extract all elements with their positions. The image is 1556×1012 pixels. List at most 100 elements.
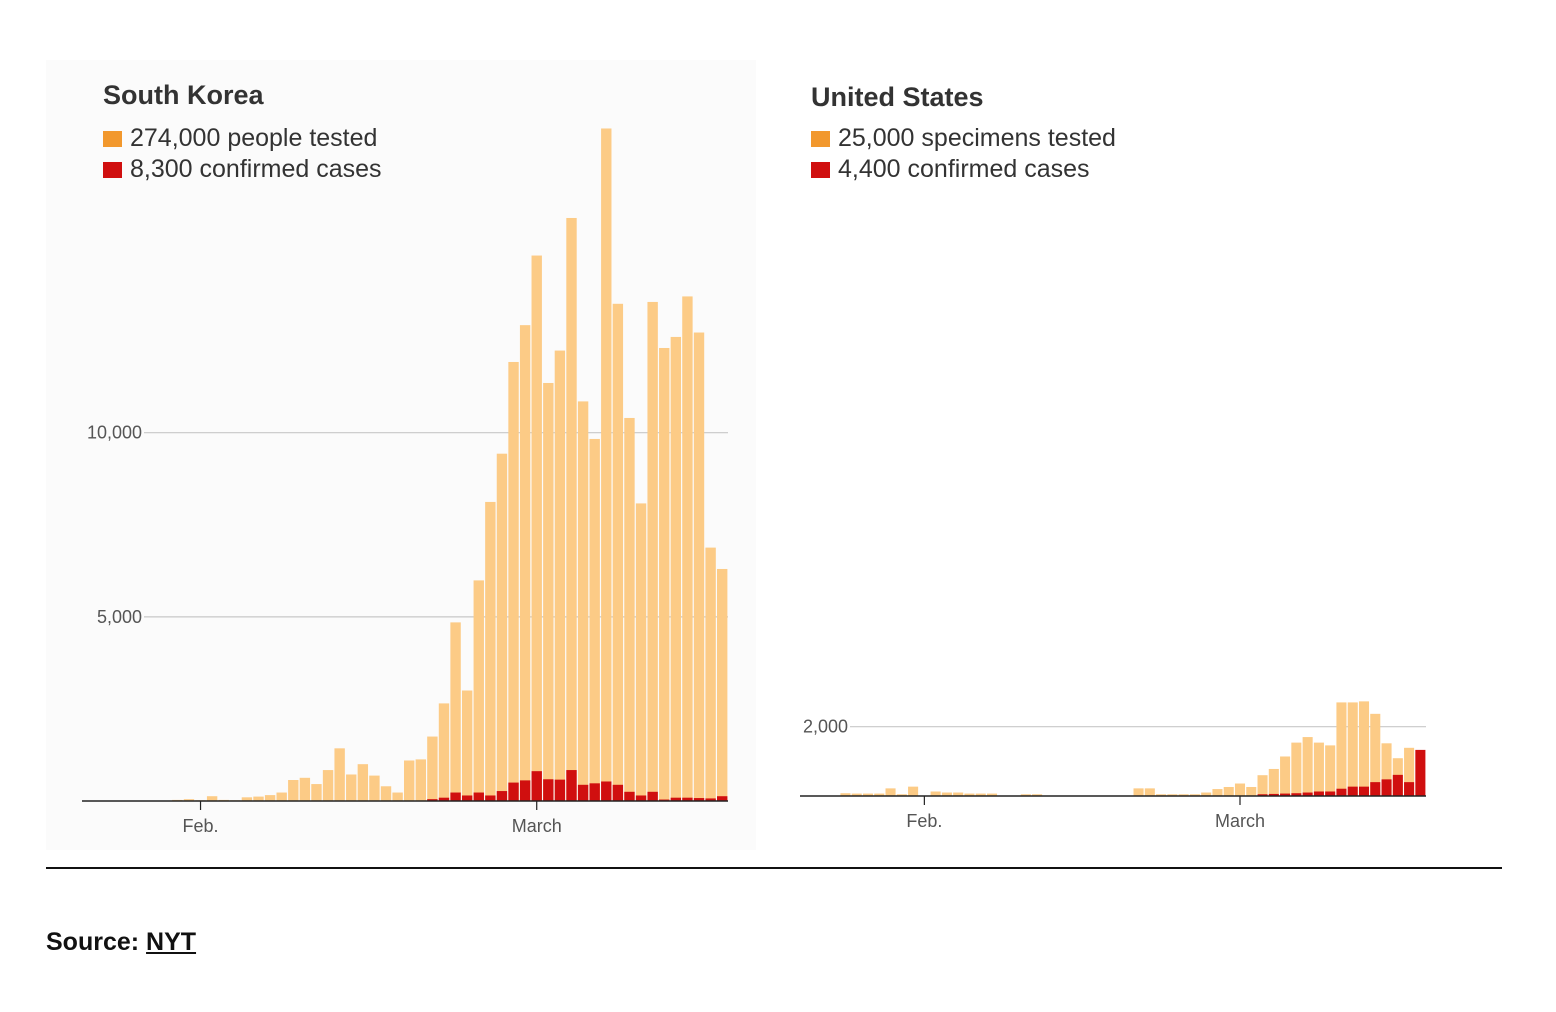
bar-tested [717, 568, 728, 801]
bar-tested [1133, 788, 1144, 796]
bar-confirmed [450, 792, 461, 801]
bar-confirmed [1325, 791, 1336, 796]
bar-confirmed [589, 783, 600, 801]
bar-tested [601, 128, 612, 802]
bar-confirmed [519, 780, 531, 801]
bar-confirmed [473, 792, 484, 801]
legend-item-tested: 274,000 people tested [103, 124, 377, 153]
bar-confirmed [531, 771, 542, 801]
bar-confirmed [496, 791, 508, 801]
bar-confirmed [427, 799, 438, 801]
legend-label-tested: 25,000 specimens tested [838, 124, 1116, 152]
bar-confirmed [717, 796, 728, 801]
bar-tested [369, 775, 380, 801]
y-tick-label: 5,000 [97, 607, 142, 627]
bar-tested [1404, 747, 1415, 796]
bar-tested [346, 774, 357, 801]
chart-title: South Korea [103, 80, 264, 110]
bar-tested [670, 336, 682, 801]
bar-confirmed [682, 797, 693, 801]
bar-tested [357, 764, 369, 801]
bar-confirmed [624, 791, 635, 801]
bar-tested [276, 792, 287, 801]
bar-tested [1358, 701, 1370, 796]
bar-confirmed [693, 798, 705, 801]
bar-tested [975, 793, 986, 796]
bar-confirmed [647, 791, 658, 801]
bar-tested [461, 690, 473, 801]
bar-tested [840, 793, 851, 796]
y-tick-label: 2,000 [803, 717, 848, 737]
bar-tested [589, 438, 600, 801]
source-note: Source: NYT [46, 928, 196, 957]
source-link[interactable]: NYT [146, 928, 197, 956]
bar-tested [485, 501, 496, 801]
bar-tested [851, 793, 862, 796]
bar-tested [624, 417, 635, 801]
legend-swatch-confirmed [103, 161, 122, 178]
bar-confirmed [461, 795, 473, 801]
bar-tested [183, 799, 195, 801]
legend-label-confirmed: 8,300 confirmed cases [130, 155, 382, 183]
bar-tested [1268, 768, 1279, 796]
bar-confirmed [1347, 786, 1358, 796]
bar-tested [392, 792, 403, 801]
bar-tested [1212, 789, 1223, 796]
bar-tested [1291, 742, 1302, 796]
bar-tested [543, 382, 554, 801]
bar-tested [299, 777, 311, 801]
bar-tested [1381, 743, 1392, 796]
bar-tested [964, 793, 975, 796]
south-korea-chart: South Korea 274,000 people tested 8,300 … [46, 60, 756, 850]
bar-tested [953, 792, 964, 796]
bar-tested [930, 791, 941, 796]
x-tick-label: Feb. [906, 811, 942, 831]
bar-confirmed [635, 795, 647, 801]
bar-tested [427, 736, 438, 801]
bar-tested [253, 796, 264, 801]
bar-tested [1032, 794, 1043, 796]
bar-tested [496, 453, 508, 801]
bar-confirmed [1291, 793, 1302, 796]
legend-label-confirmed: 4,400 confirmed cases [838, 155, 1090, 183]
legend-swatch-tested [103, 130, 122, 147]
bar-tested [1257, 775, 1268, 796]
united-states-plot: 2,000 Feb. March [800, 701, 1426, 831]
divider [46, 867, 1502, 869]
bar-confirmed [1392, 774, 1403, 796]
bar-tested [1167, 794, 1178, 796]
bar-tested [334, 748, 345, 801]
bar-confirmed [1358, 786, 1370, 796]
bar-tested [1246, 786, 1257, 796]
bar-tested [874, 793, 885, 796]
bar-tested [311, 784, 322, 801]
x-tick-label: March [1215, 811, 1265, 831]
bar-tested [415, 759, 426, 801]
bar-tested [1325, 745, 1336, 796]
bar-confirmed [1257, 794, 1268, 796]
bar-tested [404, 760, 415, 801]
bar-tested [908, 786, 919, 796]
bar-tested [659, 347, 670, 801]
bar-tested [1178, 794, 1189, 796]
bar-tested [380, 786, 392, 801]
bar-tested [288, 780, 299, 801]
bar-tested [473, 580, 484, 801]
bar-tested [1302, 737, 1313, 796]
bar-confirmed [1336, 788, 1347, 796]
bar-tested [450, 622, 461, 801]
bar-confirmed [508, 782, 519, 801]
legend-label-tested: 274,000 people tested [130, 124, 378, 152]
bar-tested [647, 301, 658, 801]
legend-swatch-confirmed [811, 161, 830, 178]
bar-tested [885, 788, 896, 796]
legend-item-confirmed: 8,300 confirmed cases [103, 155, 382, 184]
bar-confirmed [705, 798, 716, 801]
bar-tested [1201, 792, 1212, 796]
bar-tested [1313, 742, 1324, 796]
bar-confirmed [1381, 779, 1392, 796]
bar-tested [693, 332, 705, 801]
bar-confirmed [1268, 793, 1279, 796]
bar-confirmed [1404, 782, 1415, 796]
x-tick-label: Feb. [183, 816, 219, 836]
